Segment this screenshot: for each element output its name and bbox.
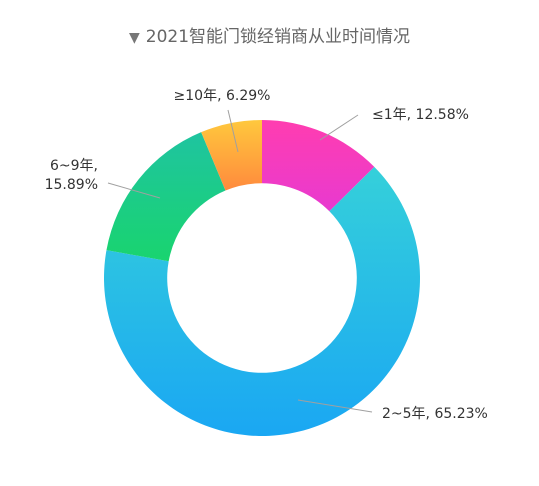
leader-line-6-9 bbox=[107, 182, 161, 199]
chart-title: ▼ 2021智能门锁经销商从业时间情况 bbox=[0, 22, 539, 47]
data-label-ge-10: ≥10年, 6.29% bbox=[174, 88, 271, 104]
slice-ge-10 bbox=[201, 120, 262, 191]
data-label-le-1: ≤1年, 12.58% bbox=[372, 107, 469, 123]
leader-line-2-5 bbox=[297, 399, 373, 413]
leader-line-ge-10 bbox=[227, 109, 239, 153]
data-label-2-5: 2~5年, 65.23% bbox=[382, 406, 488, 422]
slice-2-5 bbox=[104, 166, 420, 436]
data-label-6-9: 6~9年, 15.89% bbox=[45, 158, 98, 193]
leader-line-le-1 bbox=[319, 114, 359, 141]
slice-6-9 bbox=[106, 132, 226, 262]
chart-title-text: 2021智能门锁经销商从业时间情况 bbox=[145, 27, 411, 47]
slice-le-1 bbox=[262, 120, 375, 212]
triangle-down-icon: ▼ bbox=[128, 30, 140, 46]
